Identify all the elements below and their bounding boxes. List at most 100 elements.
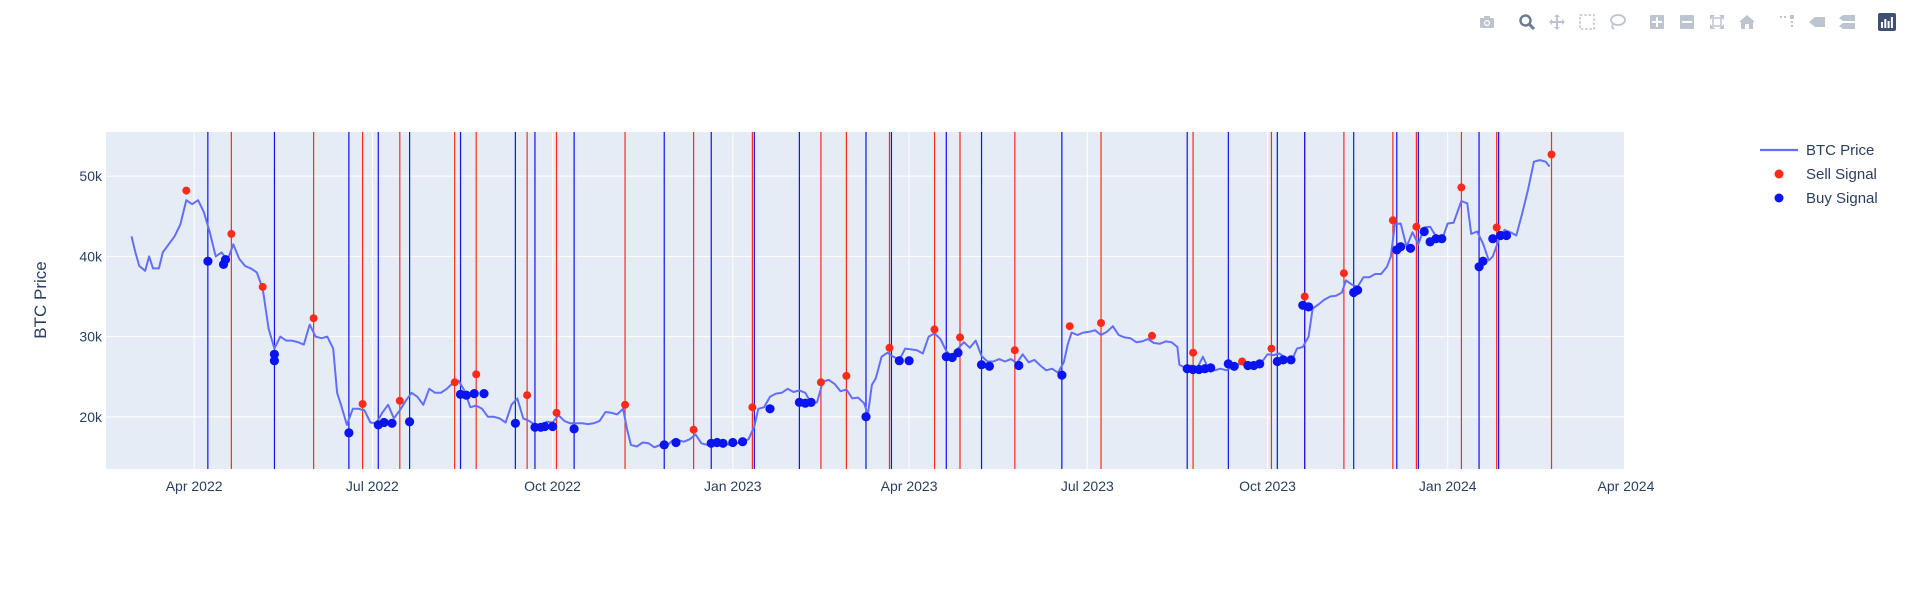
buy-signal-point [220, 255, 231, 265]
x-tick-label: Jul 2022 [346, 478, 399, 494]
sell-signal-point [1189, 348, 1198, 357]
price-layer [130, 159, 1551, 449]
y-axis-ticks: 20k 30k 40k 50k [79, 168, 103, 425]
buy-signal-point [1014, 360, 1024, 371]
buy-signal-point [765, 404, 775, 414]
buy-signal-point [344, 428, 354, 438]
modebar [1462, 10, 1902, 34]
legend[interactable]: BTC Price Sell Signal Buy Signal [1760, 142, 1878, 207]
hover-compare-icon [1839, 15, 1855, 29]
buy-signal-point [269, 349, 279, 359]
buy-signal-point [1286, 355, 1296, 365]
sell-signal-point [1300, 292, 1309, 301]
autoscale-button[interactable] [1702, 10, 1732, 34]
buy-signal-point [1057, 370, 1067, 380]
spike-lines-icon [1780, 15, 1794, 27]
buy-signal-point [540, 421, 550, 432]
spike-lines-button[interactable] [1772, 10, 1802, 34]
buy-signal-point [1419, 226, 1429, 237]
camera-icon [1480, 16, 1494, 28]
buy-signal-point [861, 412, 871, 422]
legend-label: Buy Signal [1806, 190, 1878, 207]
buy-signal-point [984, 361, 995, 371]
pan-icon [1549, 14, 1565, 30]
zoom-out-button[interactable] [1672, 10, 1702, 34]
zoom-in-button[interactable] [1642, 10, 1672, 34]
sell-signal-point [1388, 216, 1397, 225]
sell-signal-point [816, 378, 825, 387]
sell-signal-point [621, 400, 630, 409]
x-tick-label: Apr 2023 [881, 478, 938, 494]
buy-signal-point [269, 356, 279, 366]
buy-signal-point [904, 356, 914, 366]
legend-label: Sell Signal [1806, 166, 1877, 183]
sell-signal-point [450, 378, 459, 387]
sell-signal-point [842, 371, 851, 380]
buy-signal-point [728, 437, 738, 448]
buy-signal-point [469, 389, 479, 399]
legend-item[interactable]: BTC Price [1760, 142, 1874, 159]
buy-signal-point [479, 389, 489, 399]
reset-axes-button[interactable] [1732, 10, 1762, 34]
buy-signal-point [1501, 230, 1512, 241]
modebar-group [1772, 10, 1862, 34]
buy-signal-point [659, 440, 669, 450]
buy-signal-point [718, 438, 728, 448]
sell-signal-point [472, 370, 481, 379]
x-tick-label: Jan 2024 [1419, 478, 1477, 494]
x-tick-label: Apr 2024 [1598, 478, 1655, 494]
buy-signal-point [1478, 256, 1488, 266]
legend-label: BTC Price [1806, 142, 1874, 159]
x-tick-label: Jan 2023 [704, 478, 762, 494]
sell-signal-point [258, 282, 267, 291]
sell-signal-point [182, 186, 191, 195]
zoom-button[interactable] [1512, 10, 1542, 34]
sell-signal-point [1097, 319, 1105, 327]
sell-signal-point [358, 400, 367, 408]
buy-signal-point [510, 418, 520, 428]
box-select-icon [1579, 14, 1595, 30]
lasso-select-button[interactable] [1602, 10, 1632, 34]
buy-signal-point [461, 390, 471, 400]
buy-signal-point [1206, 363, 1216, 373]
pan-button[interactable] [1542, 10, 1572, 34]
buy-signal-point [569, 424, 579, 434]
sell-signal-point [1412, 222, 1421, 231]
signal-markers-layer [182, 150, 1556, 450]
plotly-logo-button[interactable] [1872, 10, 1902, 34]
y-tick-label: 20k [79, 409, 103, 425]
buy-signal-point [1405, 243, 1416, 253]
sell-signal-point [748, 403, 757, 412]
modebar-group [1472, 10, 1502, 34]
buy-signal-point [1437, 234, 1447, 244]
buy-signal-point [1353, 285, 1363, 295]
camera-button[interactable] [1472, 10, 1502, 34]
modebar-group [1642, 10, 1762, 34]
sell-signal-point [552, 408, 561, 417]
hover-compare-button[interactable] [1832, 10, 1862, 34]
buy-signal-point [894, 356, 904, 366]
sell-signal-point [1457, 183, 1466, 192]
buy-signal-point [387, 418, 397, 428]
sell-signal-point [309, 314, 318, 323]
buy-signal-point [548, 421, 558, 432]
y-tick-label: 50k [79, 168, 103, 184]
modebar-group [1872, 10, 1902, 34]
hover-closest-button[interactable] [1802, 10, 1832, 34]
zoom-icon [1519, 14, 1536, 31]
buy-signal-point [405, 417, 415, 427]
zoom-out-icon [1680, 15, 1694, 29]
legend-item[interactable]: Sell Signal [1774, 166, 1877, 183]
plotly-logo-icon [1878, 13, 1896, 31]
y-axis-title: BTC Price [31, 261, 50, 338]
box-select-button[interactable] [1572, 10, 1602, 34]
sell-signal-point [1267, 344, 1276, 353]
buy-signal-point [1255, 359, 1265, 369]
sell-signal-point [689, 425, 698, 434]
buy-signal-point [379, 417, 389, 428]
y-tick-label: 30k [79, 329, 103, 345]
x-tick-label: Apr 2022 [166, 478, 223, 494]
zoom-in-icon [1650, 15, 1664, 29]
legend-item[interactable]: Buy Signal [1774, 190, 1878, 207]
